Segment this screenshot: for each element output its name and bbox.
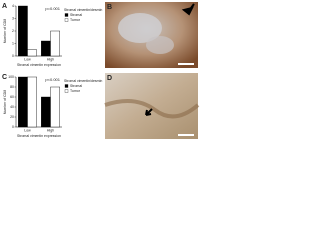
panel-label: C bbox=[2, 74, 7, 81]
panel-label: D bbox=[107, 75, 112, 82]
y-tick-label: 3 bbox=[12, 16, 14, 20]
annotation: p<0.001 bbox=[45, 77, 60, 82]
panel-label: B bbox=[107, 4, 112, 11]
y-tick-label: 40 bbox=[10, 105, 14, 109]
bar bbox=[41, 40, 51, 57]
panel-b-image bbox=[105, 2, 198, 68]
bar bbox=[50, 86, 60, 128]
y-tick-label: 80 bbox=[10, 85, 14, 89]
legend-title: Stromal vimentin/desmin bbox=[64, 8, 102, 12]
y-tick-label: 60 bbox=[10, 95, 14, 99]
y-axis-label: Number of CD8 bbox=[3, 19, 7, 43]
bar bbox=[27, 49, 37, 57]
x-tick-label: Low bbox=[24, 128, 31, 132]
x-tick-label: High bbox=[47, 57, 54, 61]
y-tick-label: 4 bbox=[12, 4, 14, 8]
x-tick-label: Low bbox=[24, 57, 31, 61]
legend-swatch bbox=[64, 18, 69, 22]
bar bbox=[18, 76, 28, 128]
y-axis-label: Number of CD8 bbox=[3, 90, 7, 114]
y-tick-label: 2 bbox=[12, 29, 14, 33]
bar bbox=[50, 30, 60, 57]
legend-label: Stromal bbox=[70, 13, 82, 17]
legend-swatch bbox=[64, 13, 69, 17]
figure: A B C D 0 1 2 3 4 Number of CD8 Stromal viment… bbox=[2, 2, 200, 139]
y-tick-label: 20 bbox=[10, 115, 14, 119]
x-axis-label: Stromal vimentin expression bbox=[17, 134, 61, 138]
legend-label: Tumor bbox=[70, 89, 81, 93]
panel-label: A bbox=[2, 3, 7, 10]
legend-label: Tumor bbox=[70, 18, 81, 22]
legend-swatch bbox=[64, 89, 69, 93]
legend-label: Stromal bbox=[70, 84, 82, 88]
y-tick-label: 1 bbox=[12, 41, 14, 45]
x-axis-label: Stromal vimentin expression bbox=[17, 63, 61, 67]
bar bbox=[41, 96, 51, 128]
annotation: p=0.001 bbox=[45, 6, 60, 11]
x-tick-label: High bbox=[47, 128, 54, 132]
panel-d-image bbox=[104, 73, 200, 139]
y-tick-label: 0 bbox=[12, 125, 14, 129]
legend-title: Stromal vimentin/desmin bbox=[64, 79, 102, 83]
y-tick-label: 100 bbox=[8, 75, 14, 79]
legend-swatch bbox=[64, 84, 69, 88]
y-tick-label: 0 bbox=[12, 54, 14, 58]
bar bbox=[27, 76, 37, 128]
bar bbox=[18, 5, 28, 57]
